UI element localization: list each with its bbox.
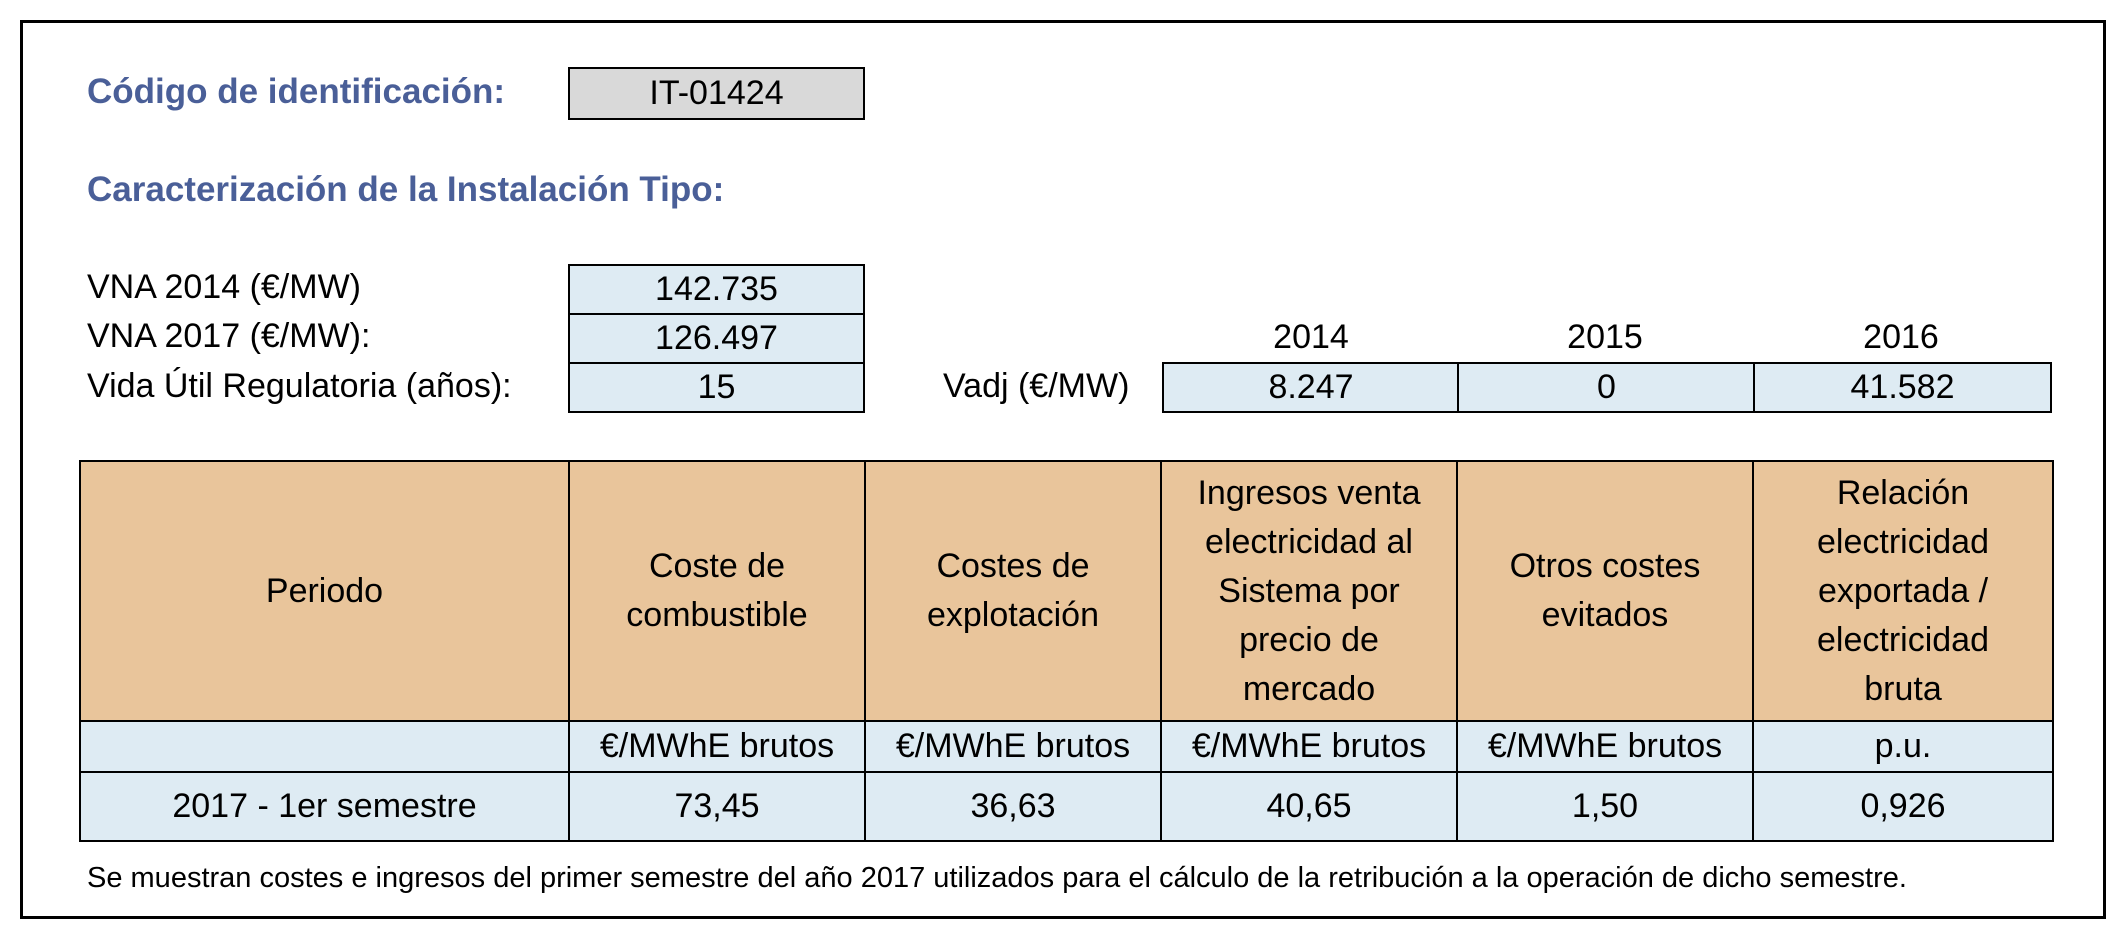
document-frame [20, 20, 2106, 919]
vadj-value-2016: 41.582 [1753, 362, 2052, 413]
unit-costes-explotacion: €/MWhE brutos [864, 720, 1162, 773]
vadj-label: Vadj (€/MW) [943, 367, 1130, 405]
unit-coste-combustible: €/MWhE brutos [568, 720, 866, 773]
cost-table: Periodo Coste de combustible Costes de e… [79, 460, 2054, 842]
table-row: 2017 - 1er semestre 73,45 36,63 40,65 1,… [79, 771, 2054, 842]
footnote: Se muestran costes e ingresos del primer… [87, 862, 1907, 894]
cell-coste-combustible: 73,45 [568, 771, 866, 842]
cell-relacion: 0,926 [1752, 771, 2054, 842]
header-costes-explotacion: Costes de explotación [864, 460, 1162, 722]
unit-relacion: p.u. [1752, 720, 2054, 773]
vna-2014-label: VNA 2014 (€/MW) [87, 268, 361, 306]
header-otros-costes: Otros costes evitados [1456, 460, 1754, 722]
unit-ingresos-venta: €/MWhE brutos [1160, 720, 1458, 773]
vadj-year-2014: 2014 [1273, 318, 1349, 356]
vida-util-label: Vida Útil Regulatoria (años): [87, 367, 512, 405]
header-coste-combustible: Coste de combustible [568, 460, 866, 722]
header-periodo: Periodo [79, 460, 570, 722]
identification-label: Código de identificación: [87, 72, 506, 111]
vadj-value-2015: 0 [1457, 362, 1756, 413]
cell-otros-costes: 1,50 [1456, 771, 1754, 842]
vadj-year-2015: 2015 [1567, 318, 1643, 356]
vida-util-value: 15 [568, 362, 865, 413]
table-header-row: Periodo Coste de combustible Costes de e… [79, 460, 2054, 722]
vna-2017-value: 126.497 [568, 313, 865, 364]
vadj-value-2014: 8.247 [1162, 362, 1460, 413]
unit-otros-costes: €/MWhE brutos [1456, 720, 1754, 773]
unit-periodo [79, 720, 570, 773]
identification-code: IT-01424 [568, 67, 865, 120]
vadj-year-2016: 2016 [1863, 318, 1939, 356]
table-units-row: €/MWhE brutos €/MWhE brutos €/MWhE bruto… [79, 720, 2054, 773]
cell-costes-explotacion: 36,63 [864, 771, 1162, 842]
vna-2017-label: VNA 2017 (€/MW): [87, 317, 371, 355]
section-title: Caracterización de la Instalación Tipo: [87, 170, 725, 209]
cell-periodo: 2017 - 1er semestre [79, 771, 570, 842]
header-ingresos-venta: Ingresos venta electricidad al Sistema p… [1160, 460, 1458, 722]
header-relacion-electricidad: Relación electricidad exportada / electr… [1752, 460, 2054, 722]
vna-2014-value: 142.735 [568, 264, 865, 315]
cell-ingresos-venta: 40,65 [1160, 771, 1458, 842]
